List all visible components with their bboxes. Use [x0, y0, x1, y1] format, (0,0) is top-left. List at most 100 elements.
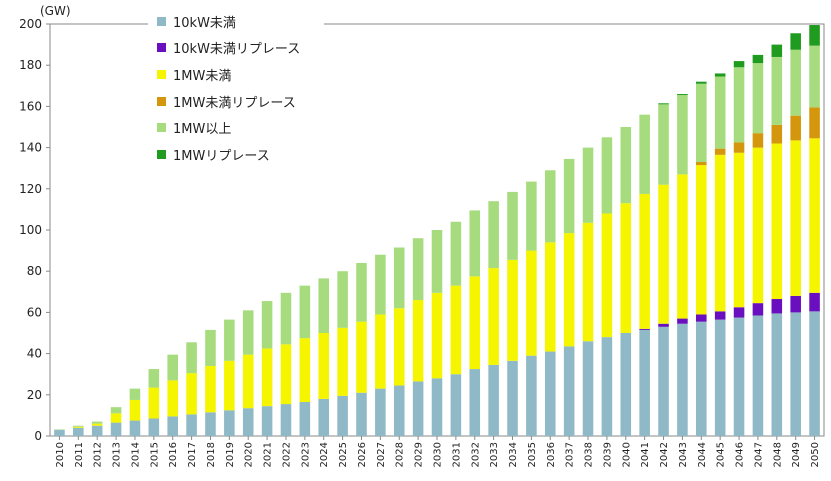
bar-segment-2037-1	[563, 346, 575, 436]
bar-segment-2038-3	[582, 222, 594, 342]
bar-segment-2015-1	[148, 418, 160, 436]
bar-segment-2044-2	[696, 314, 707, 322]
bar-segment-2045-2	[714, 311, 726, 320]
x-tick-label: 2014	[130, 442, 141, 467]
y-tick-label: 20	[27, 388, 42, 402]
x-tick-label: 2041	[640, 442, 651, 467]
bar-segment-2029-1	[412, 381, 424, 436]
bar-segment-2047-5	[752, 63, 764, 134]
bar-segment-2050-3	[809, 138, 820, 293]
bar-segment-2013-1	[110, 422, 122, 436]
bar-segment-2050-6	[809, 25, 820, 46]
legend-swatch-3	[157, 69, 166, 79]
bar-segment-2020-3	[242, 354, 254, 409]
x-tick-label: 2037	[565, 442, 576, 467]
bar-segment-2049-2	[790, 295, 801, 313]
bar-segment-2010-1	[54, 429, 65, 436]
bar-segment-2042-3	[658, 184, 669, 324]
y-tick-label: 140	[19, 141, 42, 155]
bar-segment-2022-3	[280, 344, 292, 405]
bar-segment-2046-5	[733, 67, 745, 143]
bar-segment-2020-1	[242, 408, 254, 436]
bar-segment-2011-3	[73, 426, 84, 428]
bar-segment-2049-4	[790, 115, 801, 141]
bar-segment-2048-6	[771, 44, 783, 57]
bar-segment-2040-5	[620, 127, 632, 204]
bar-segment-2045-5	[714, 76, 726, 149]
bar-segment-2046-4	[733, 142, 745, 153]
bar-segment-2034-3	[507, 259, 518, 361]
x-tick-label: 2027	[376, 442, 387, 467]
bar-segment-2050-2	[809, 292, 820, 312]
bar-segment-2037-5	[563, 158, 575, 234]
bar-segment-2050-4	[809, 107, 820, 139]
bar-segment-2035-3	[526, 250, 537, 356]
bar-segment-2047-1	[752, 315, 764, 436]
bar-segment-2017-5	[186, 342, 197, 374]
bar-segment-2015-3	[148, 387, 160, 419]
bar-segment-2047-6	[752, 54, 764, 64]
bar-segment-2019-3	[224, 360, 235, 411]
x-tick-label: 2039	[602, 442, 613, 467]
legend-swatch-5	[157, 123, 166, 133]
bar-segment-2027-1	[375, 388, 386, 436]
bar-segment-2023-3	[299, 338, 311, 403]
bar-segment-2013-5	[110, 407, 122, 414]
bar-segment-2020-5	[242, 310, 254, 355]
x-tick-label: 2047	[753, 442, 764, 467]
bar-segment-2049-1	[790, 312, 801, 436]
bar-segment-2024-5	[318, 278, 330, 333]
bar-segment-2042-6	[658, 103, 669, 105]
x-tick-label: 2019	[225, 442, 236, 467]
bar-segment-2026-5	[356, 262, 367, 322]
bar-segment-2011-5	[73, 425, 84, 427]
bar-segment-2021-3	[261, 348, 273, 407]
legend-item-5: 1MW以上	[148, 114, 324, 141]
bar-segment-2050-1	[809, 311, 820, 436]
x-tick-label: 2023	[300, 442, 311, 467]
y-tick-label: 40	[27, 347, 42, 361]
bar-segment-2050-5	[809, 45, 820, 108]
bar-segment-2044-6	[696, 81, 707, 84]
bar-segment-2031-5	[450, 221, 462, 286]
x-tick-label: 2030	[433, 442, 444, 467]
bar-segment-2030-1	[431, 378, 443, 436]
bar-segment-2026-3	[356, 321, 367, 393]
bar-segment-2044-3	[696, 165, 707, 315]
bar-segment-2049-6	[790, 33, 801, 50]
bar-segment-2048-1	[771, 313, 783, 436]
x-tick-label: 2049	[791, 442, 802, 467]
legend-item-6: 1MWリプレース	[148, 141, 324, 168]
bar-segment-2049-3	[790, 140, 801, 296]
x-tick-label: 2035	[527, 442, 538, 467]
bar-segment-2029-5	[412, 238, 424, 301]
x-tick-label: 2042	[659, 442, 670, 467]
bar-segment-2041-2	[639, 328, 650, 330]
bar-segment-2048-3	[771, 143, 783, 300]
bar-segment-2026-1	[356, 392, 367, 436]
legend-swatch-1	[157, 16, 166, 26]
x-tick-label: 2024	[319, 442, 330, 467]
bar-segment-2038-5	[582, 147, 594, 223]
bar-segment-2016-3	[167, 380, 178, 417]
bar-segment-2037-3	[563, 233, 575, 347]
bar-segment-2040-3	[620, 203, 632, 333]
legend-label-1: 10kW未満	[173, 15, 236, 31]
legend-item-1: 10kW未満	[148, 8, 324, 35]
bar-segment-2028-5	[393, 247, 405, 309]
bar-segment-2041-5	[639, 114, 650, 194]
x-tick-label: 2021	[263, 442, 274, 467]
bar-segment-2034-1	[507, 360, 518, 436]
y-tick-label: 180	[19, 58, 42, 72]
legend-label-6: 1MWリプレース	[173, 148, 270, 164]
bar-segment-2049-5	[790, 49, 801, 116]
bar-segment-2043-3	[677, 174, 688, 319]
bar-segment-2025-1	[337, 395, 348, 436]
bar-segment-2034-5	[507, 191, 518, 260]
bar-segment-2035-1	[526, 355, 537, 436]
bar-segment-2012-3	[91, 423, 103, 426]
bar-segment-2025-5	[337, 271, 348, 328]
bar-segment-2017-3	[186, 373, 197, 415]
bar-segment-2038-1	[582, 341, 594, 436]
bar-segment-2040-1	[620, 333, 632, 436]
